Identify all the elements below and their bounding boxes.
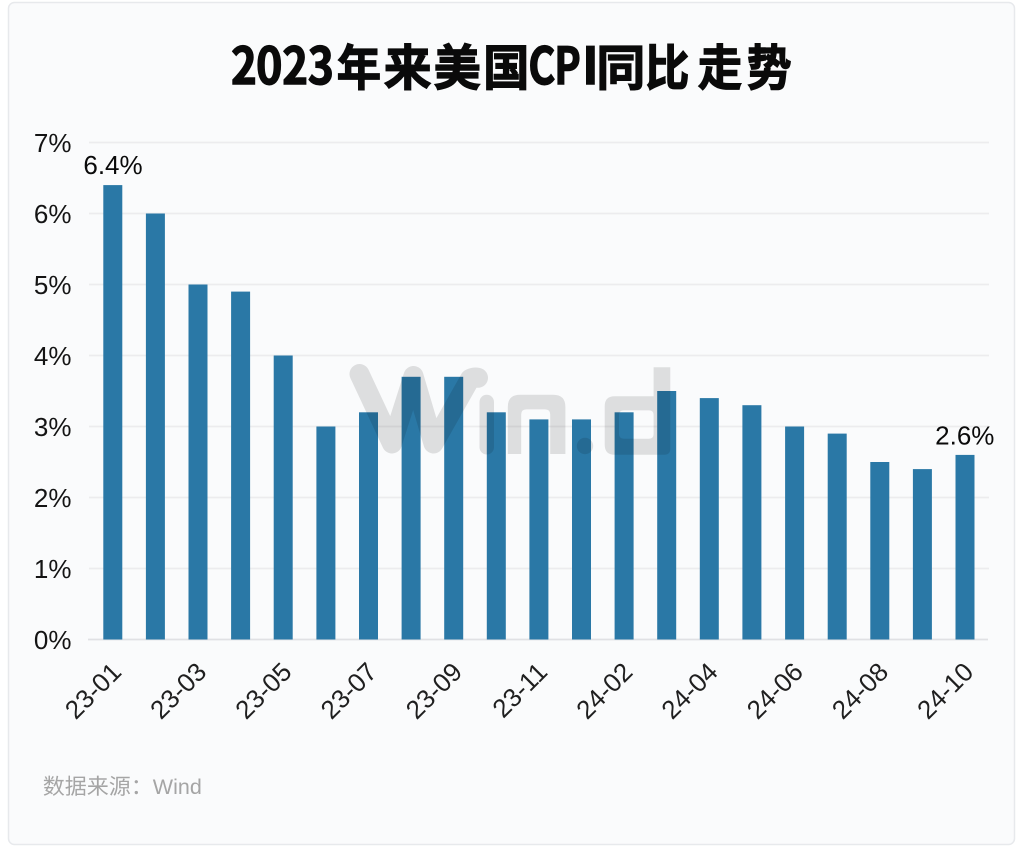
svg-text:7%: 7%: [34, 128, 72, 158]
svg-text:Wind: Wind: [153, 775, 202, 799]
svg-text:6.4%: 6.4%: [83, 150, 142, 180]
svg-text:3%: 3%: [34, 412, 72, 442]
svg-text:1%: 1%: [34, 554, 72, 584]
svg-text:0%: 0%: [34, 625, 72, 655]
svg-text:5%: 5%: [34, 270, 72, 300]
svg-text:2.6%: 2.6%: [935, 421, 994, 451]
svg-text:4%: 4%: [34, 341, 72, 371]
svg-text:2%: 2%: [34, 483, 72, 513]
svg-text:6%: 6%: [34, 199, 72, 229]
